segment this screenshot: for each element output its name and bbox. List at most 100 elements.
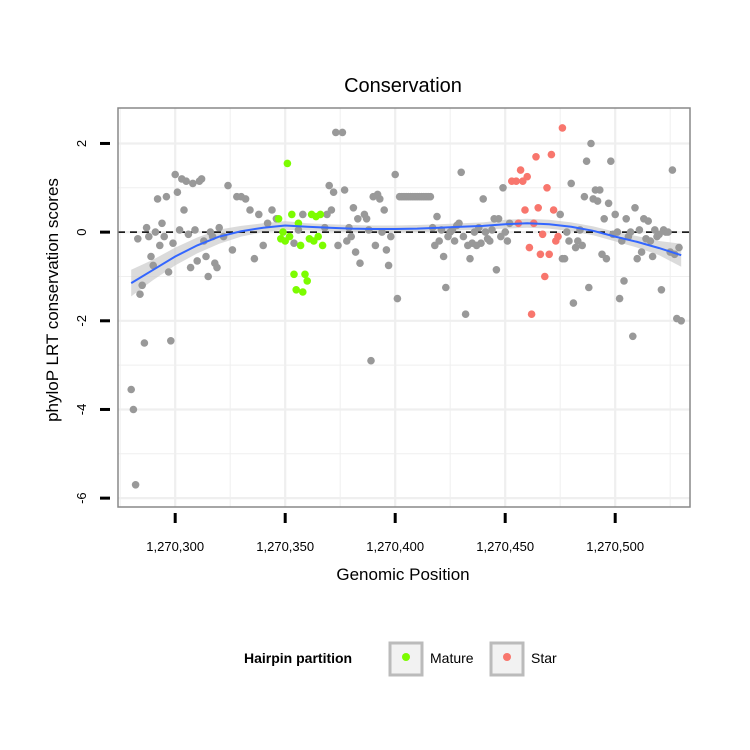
point-other [151,228,160,236]
legend-title: Hairpin partition [244,650,352,666]
plot-panel-border [117,107,691,508]
point-other [334,241,342,250]
point-other [327,206,336,214]
point-other [631,204,639,212]
point-other [184,230,193,239]
point-other [180,206,188,214]
point-star [512,177,520,185]
point-star [547,150,556,159]
point-other [578,241,586,250]
point-mature [314,232,323,241]
point-other [435,237,444,245]
point-other [604,199,613,208]
point-other [290,239,298,247]
point-other [224,181,232,190]
x-tick-label: 1,270,300 [146,539,204,554]
legend-dot-mature [402,653,410,661]
point-other [391,170,400,179]
point-other [426,192,435,201]
point-other [602,254,611,263]
point-other [246,206,254,214]
point-other [197,175,206,183]
point-other [147,252,155,261]
legend-dot-star [503,653,511,661]
point-other [169,239,177,247]
point-mature [301,270,309,279]
point-other [560,254,569,263]
point-other [494,215,503,223]
point-other [580,192,589,201]
point-other [329,188,338,196]
point-other [142,223,151,232]
y-axis-title: phyloP LRT conservation scores [43,178,62,422]
point-other [378,228,386,236]
point-other [332,128,340,137]
point-other [294,226,303,234]
point-other [677,317,685,325]
point-other [648,252,657,261]
point-mature [285,232,294,241]
point-other [455,219,463,228]
legend-label-mature: Mature [430,650,474,666]
point-other [259,241,268,250]
point-other [325,181,334,190]
point-other [393,294,402,303]
point-other [371,241,380,250]
point-other [186,263,195,272]
point-other [607,157,615,165]
point-other [457,168,466,177]
point-mature [288,210,296,219]
point-other [556,210,564,219]
point-other [587,139,595,148]
point-other [213,263,221,272]
point-other [250,254,259,263]
point-other [615,294,624,303]
point-other [668,166,677,174]
point-other [611,210,619,219]
point-mature [318,241,327,250]
point-other [299,210,307,219]
x-axis-title: Genomic Position [336,565,469,584]
x-tick-label: 1,270,450 [476,539,534,554]
point-other [596,186,604,194]
point-other [635,226,644,234]
point-star [543,184,551,192]
point-other [439,252,448,261]
point-other [131,481,140,489]
point-other [254,210,263,219]
point-other [127,385,135,394]
point-other [613,228,622,236]
point-other [241,195,250,203]
y-tick-label: -4 [74,404,89,416]
point-other [442,283,450,292]
point-other [461,310,470,319]
point-other [565,237,573,245]
point-other [600,215,608,223]
point-other [646,237,655,245]
point-star [536,250,545,259]
point-other [492,266,501,274]
y-tick-label: 0 [74,229,89,236]
grid-lines [118,108,690,507]
point-other [567,179,575,188]
point-other [356,259,364,268]
point-other [173,188,182,196]
point-other [175,226,184,234]
point-star [534,204,542,212]
point-other [479,195,488,203]
data-points [127,124,685,489]
point-other [622,215,630,223]
point-other [481,228,490,236]
point-other [382,246,391,254]
point-other [376,195,384,203]
point-other [164,268,173,276]
point-star [554,232,562,241]
point-other [158,219,166,228]
point-other [593,197,602,205]
point-other [145,232,153,241]
point-other [268,206,276,214]
point-mature [299,288,307,296]
point-other [582,157,591,165]
y-tick-label: -6 [74,492,89,504]
